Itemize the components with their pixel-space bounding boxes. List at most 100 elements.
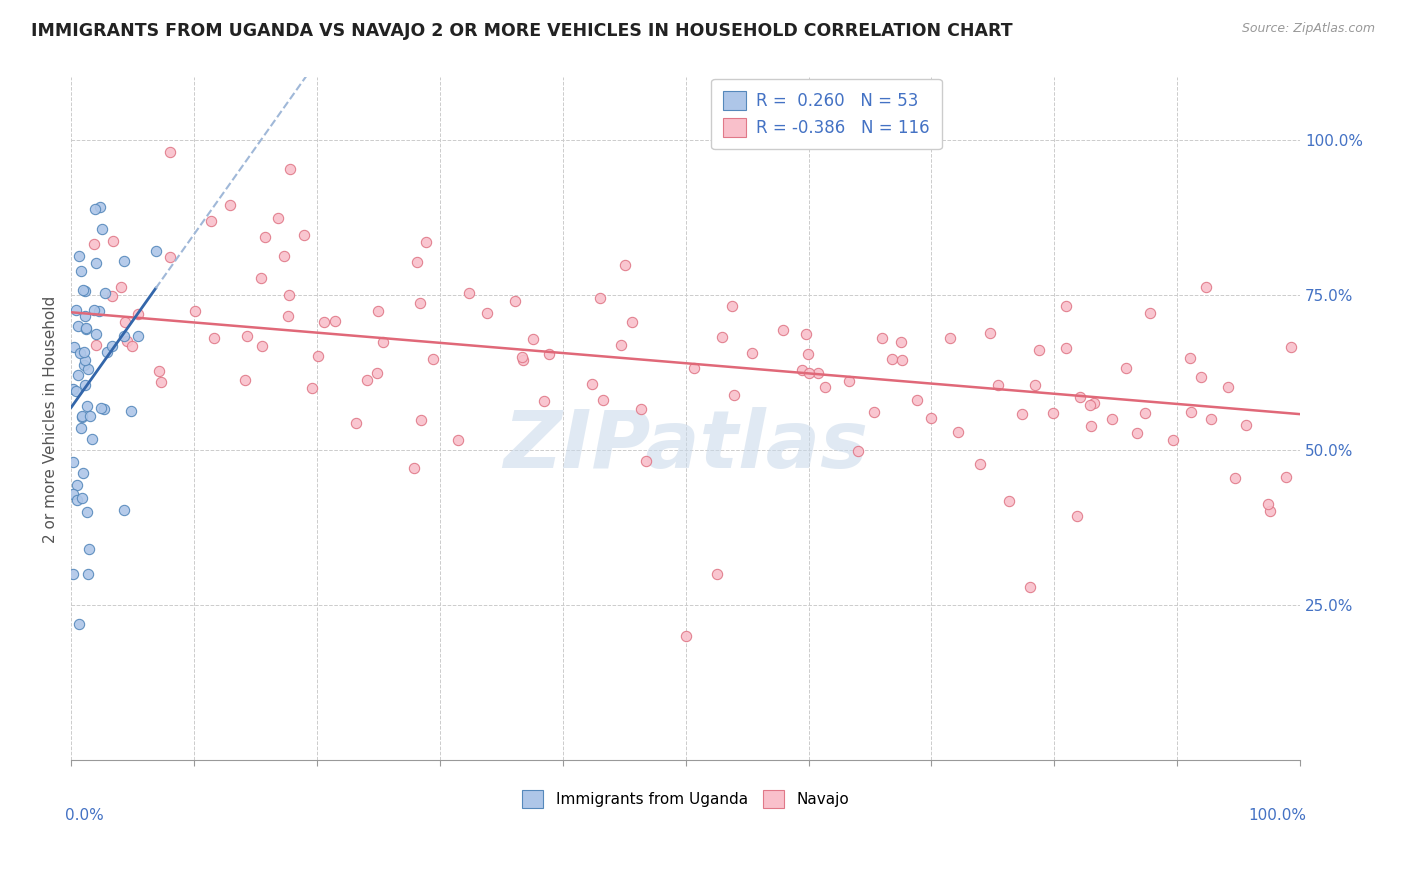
Point [62,455,84,469]
Point [969,457,991,471]
Point [76,567,98,582]
Point [273,250,295,264]
Point [73,377,96,392]
Point [200,213,222,227]
Point [863,405,886,419]
Point [675,629,697,643]
Point [277,309,299,323]
Point [84,202,107,217]
Point [1139,306,1161,320]
Y-axis label: 2 or more Vehicles in Household: 2 or more Vehicles in Household [44,295,58,542]
Point [80,432,103,446]
Point [522,332,544,346]
Point [367,304,389,318]
Point [373,334,395,349]
Point [1126,426,1149,441]
Point [1258,504,1281,518]
Point [512,351,534,365]
Point [75,322,97,336]
Point [409,413,432,427]
Point [121,339,143,353]
Point [72,466,94,480]
Point [114,329,136,343]
Point [69,345,91,359]
Point [613,258,636,272]
Point [67,249,90,263]
Point [838,375,860,389]
Point [1078,398,1101,412]
Point [112,254,135,268]
Point [219,198,242,212]
Point [115,334,138,348]
Point [475,306,498,320]
Point [65,384,87,398]
Point [254,230,277,244]
Point [63,340,86,354]
Point [307,349,329,363]
Point [145,244,167,258]
Point [72,345,94,359]
Point [150,375,173,389]
Point [79,409,101,424]
Point [998,493,1021,508]
Point [1279,340,1302,354]
Point [62,382,84,396]
Point [846,443,869,458]
Point [236,329,259,343]
Point [882,351,904,366]
Point [870,331,893,345]
Point [1042,406,1064,420]
Point [93,402,115,417]
Point [86,256,108,270]
Point [65,303,87,318]
Text: ZIPatlas: ZIPatlas [503,408,868,485]
Point [797,367,820,381]
Point [75,321,97,335]
Point [890,335,912,350]
Point [252,339,274,353]
Point [533,394,555,409]
Text: Source: ZipAtlas.com: Source: ZipAtlas.com [1241,22,1375,36]
Point [1189,369,1212,384]
Point [70,409,93,424]
Point [790,363,813,377]
Point [73,284,96,298]
Point [979,326,1001,341]
Point [86,338,108,352]
Point [70,421,93,435]
Point [323,314,346,328]
Point [1161,433,1184,447]
Point [127,328,149,343]
Point [409,296,432,310]
Point [1223,470,1246,484]
Point [101,289,124,303]
Point [890,352,912,367]
Legend: Immigrants from Uganda, Navajo: Immigrants from Uganda, Navajo [516,784,855,814]
Point [920,411,942,425]
Point [202,331,225,345]
Point [710,330,733,344]
Point [148,364,170,378]
Point [1133,406,1156,420]
Point [741,345,763,359]
Point [67,616,90,631]
Point [356,373,378,387]
Point [301,381,323,395]
Point [1275,470,1298,484]
Point [1257,497,1279,511]
Point [1115,361,1137,376]
Point [100,339,122,353]
Point [706,567,728,582]
Point [278,161,301,176]
Point [447,433,470,447]
Point [1080,418,1102,433]
Point [630,402,652,417]
Point [62,567,84,582]
Point [794,327,817,342]
Point [1234,417,1257,432]
Point [537,347,560,361]
Point [415,235,437,249]
Point [159,145,181,159]
Point [65,478,87,492]
Point [75,352,97,367]
